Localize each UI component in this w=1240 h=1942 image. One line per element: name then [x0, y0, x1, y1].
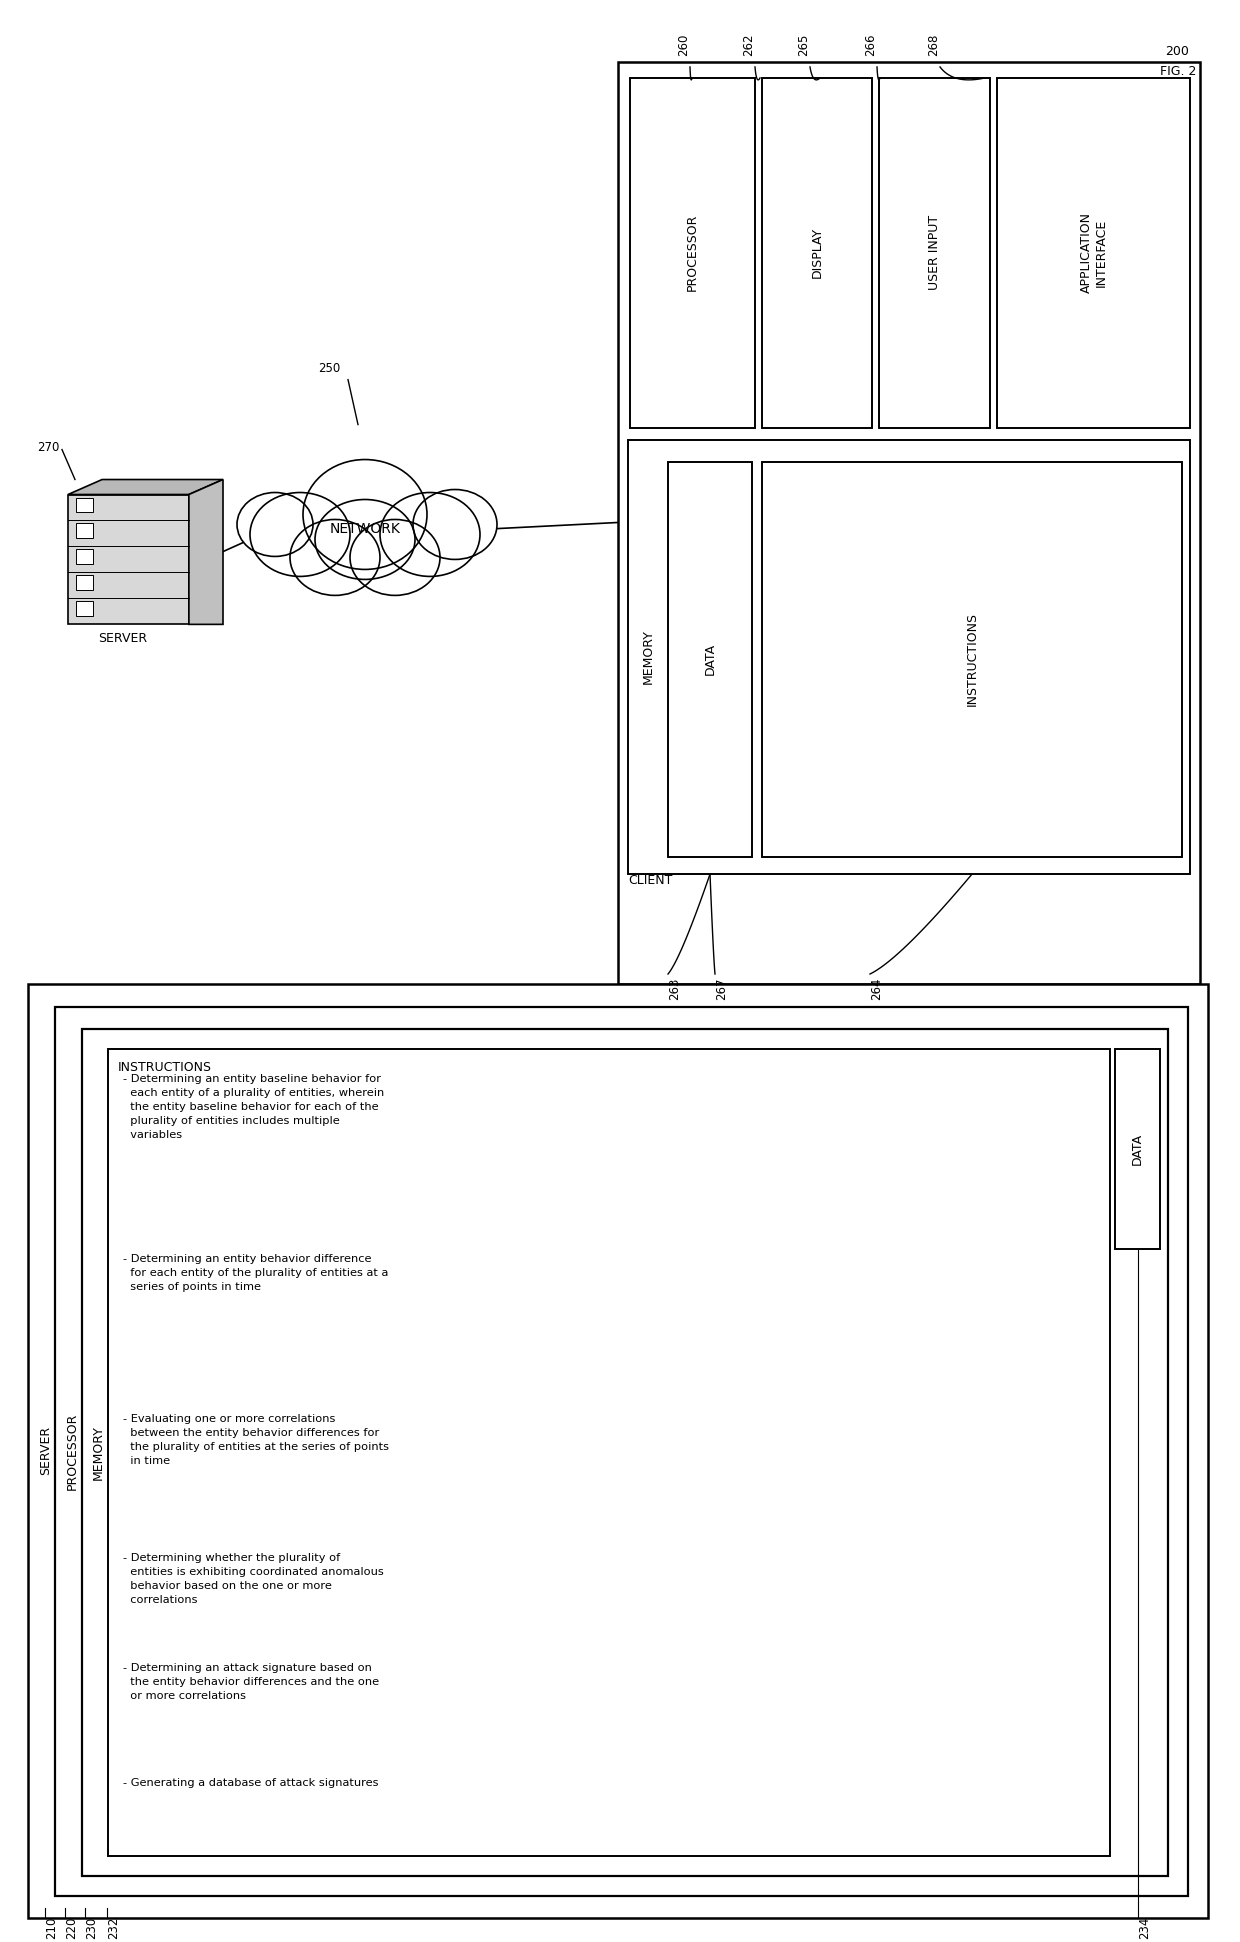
Text: 262: 262: [742, 33, 755, 56]
Text: DATA: DATA: [703, 643, 717, 676]
Bar: [879, 78, 990, 427]
Text: 200: 200: [1166, 45, 1189, 58]
Text: DISPLAY: DISPLAY: [811, 227, 823, 278]
Text: MEMORY: MEMORY: [92, 1425, 104, 1480]
Text: INSTRUCTIONS: INSTRUCTIONS: [118, 1060, 212, 1074]
Bar: [76, 497, 93, 513]
Ellipse shape: [379, 493, 480, 577]
Ellipse shape: [250, 493, 350, 577]
Bar: [82, 1029, 1168, 1876]
Polygon shape: [68, 480, 223, 495]
Ellipse shape: [350, 519, 440, 596]
Text: USER INPUT: USER INPUT: [928, 216, 941, 289]
Text: 234: 234: [1138, 1917, 1151, 1940]
Text: MEMORY: MEMORY: [641, 629, 655, 684]
Text: PROCESSOR: PROCESSOR: [686, 214, 699, 291]
Text: 232: 232: [107, 1917, 120, 1940]
Text: FIG. 2: FIG. 2: [1159, 64, 1197, 78]
Bar: [76, 602, 93, 616]
Text: DATA: DATA: [1131, 1132, 1143, 1165]
Bar: [997, 78, 1190, 427]
Text: 260: 260: [677, 33, 689, 56]
Text: - Determining whether the plurality of
  entities is exhibiting coordinated anom: - Determining whether the plurality of e…: [123, 1554, 383, 1606]
Text: - Determining an entity behavior difference
  for each entity of the plurality o: - Determining an entity behavior differe…: [123, 1255, 388, 1291]
Text: SERVER: SERVER: [40, 1425, 52, 1476]
Bar: [76, 575, 93, 590]
Text: PROCESSOR: PROCESSOR: [66, 1414, 78, 1490]
Text: 250: 250: [317, 361, 340, 375]
Text: 268: 268: [928, 33, 940, 56]
Text: INSTRUCTIONS: INSTRUCTIONS: [966, 612, 978, 707]
Text: SERVER: SERVER: [98, 633, 146, 645]
Bar: [627, 439, 1190, 874]
Text: - Evaluating one or more correlations
  between the entity behavior differences : - Evaluating one or more correlations be…: [123, 1414, 389, 1466]
Bar: [763, 462, 1182, 856]
Text: 264: 264: [870, 977, 883, 1000]
Text: 263: 263: [668, 979, 681, 1000]
Bar: [55, 1008, 1188, 1895]
Bar: [618, 62, 1200, 985]
Text: 265: 265: [797, 33, 810, 56]
Text: - Determining an attack signature based on
  the entity behavior differences and: - Determining an attack signature based …: [123, 1664, 379, 1701]
Polygon shape: [188, 480, 223, 625]
Text: 270: 270: [37, 441, 60, 454]
Text: CLIENT: CLIENT: [627, 874, 672, 887]
Ellipse shape: [303, 460, 427, 569]
Text: 267: 267: [715, 977, 728, 1000]
Bar: [68, 495, 188, 625]
Bar: [108, 1049, 1110, 1857]
Text: - Generating a database of attack signatures: - Generating a database of attack signat…: [123, 1779, 378, 1789]
Bar: [1115, 1049, 1159, 1249]
Text: 266: 266: [864, 33, 877, 56]
Ellipse shape: [237, 493, 312, 557]
Text: 230: 230: [86, 1917, 98, 1940]
Ellipse shape: [315, 499, 415, 579]
Bar: [630, 78, 755, 427]
Bar: [76, 524, 93, 538]
Bar: [668, 462, 751, 856]
Ellipse shape: [290, 519, 379, 596]
Bar: [763, 78, 872, 427]
Text: - Determining an entity baseline behavior for
  each entity of a plurality of en: - Determining an entity baseline behavio…: [123, 1074, 384, 1140]
Text: 210: 210: [45, 1917, 58, 1940]
Text: NETWORK: NETWORK: [330, 522, 401, 536]
Text: APPLICATION
INTERFACE: APPLICATION INTERFACE: [1080, 212, 1107, 293]
Text: 220: 220: [64, 1917, 78, 1940]
Ellipse shape: [413, 489, 497, 559]
Bar: [76, 550, 93, 565]
Bar: [29, 985, 1208, 1919]
